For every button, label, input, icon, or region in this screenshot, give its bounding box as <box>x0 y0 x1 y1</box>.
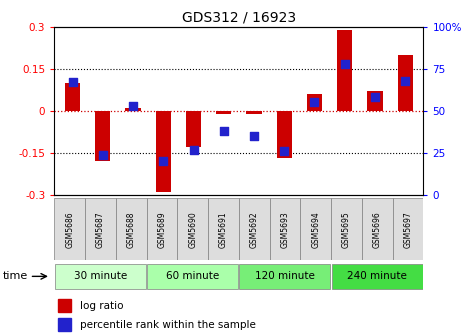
Bar <box>156 111 171 192</box>
Bar <box>58 318 71 331</box>
Bar <box>186 111 201 147</box>
Text: GSM5697: GSM5697 <box>403 211 412 248</box>
Text: GSM5696: GSM5696 <box>373 211 382 248</box>
Text: GSM5691: GSM5691 <box>219 211 228 248</box>
Bar <box>125 108 140 111</box>
Text: percentile rank within the sample: percentile rank within the sample <box>80 320 256 330</box>
Bar <box>246 111 262 114</box>
Point <box>69 80 76 85</box>
Text: GSM5686: GSM5686 <box>65 211 74 248</box>
Bar <box>116 198 147 260</box>
Point <box>190 147 197 152</box>
Bar <box>332 263 423 289</box>
Point <box>220 128 228 134</box>
Point <box>341 61 349 67</box>
Text: GSM5693: GSM5693 <box>280 211 289 248</box>
Bar <box>239 198 270 260</box>
Text: log ratio: log ratio <box>80 301 124 311</box>
Text: 60 minute: 60 minute <box>166 271 219 281</box>
Bar <box>95 111 110 161</box>
Text: GSM5688: GSM5688 <box>127 211 136 248</box>
Bar <box>65 83 80 111</box>
Point <box>311 100 318 105</box>
Point <box>129 103 137 109</box>
Bar <box>368 91 383 111</box>
Text: GSM5694: GSM5694 <box>311 211 320 248</box>
Bar <box>277 111 292 159</box>
Text: GSM5687: GSM5687 <box>96 211 105 248</box>
Bar <box>147 198 177 260</box>
Text: 30 minute: 30 minute <box>74 271 127 281</box>
Point <box>159 159 167 164</box>
Bar <box>270 198 300 260</box>
Point <box>280 149 288 154</box>
Bar <box>239 263 331 289</box>
Text: 240 minute: 240 minute <box>347 271 407 281</box>
Bar <box>337 30 352 111</box>
Text: GSM5692: GSM5692 <box>250 211 259 248</box>
Point <box>250 133 258 139</box>
Point <box>99 152 106 157</box>
Bar <box>208 198 239 260</box>
Text: GSM5695: GSM5695 <box>342 211 351 248</box>
Point <box>371 95 379 100</box>
Text: 120 minute: 120 minute <box>255 271 315 281</box>
Bar <box>393 198 423 260</box>
Point <box>402 78 409 83</box>
Bar <box>54 198 85 260</box>
Text: time: time <box>2 271 27 281</box>
Text: GSM5689: GSM5689 <box>158 211 166 248</box>
Bar <box>147 263 238 289</box>
Bar <box>398 55 413 111</box>
Text: GDS312 / 16923: GDS312 / 16923 <box>182 10 296 24</box>
Bar <box>55 263 146 289</box>
Bar <box>177 198 208 260</box>
Bar <box>300 198 331 260</box>
Bar <box>331 198 362 260</box>
Text: GSM5690: GSM5690 <box>188 211 197 248</box>
Bar <box>307 94 322 111</box>
Bar <box>58 299 71 312</box>
Bar <box>362 198 393 260</box>
Bar <box>85 198 116 260</box>
Bar <box>216 111 231 114</box>
